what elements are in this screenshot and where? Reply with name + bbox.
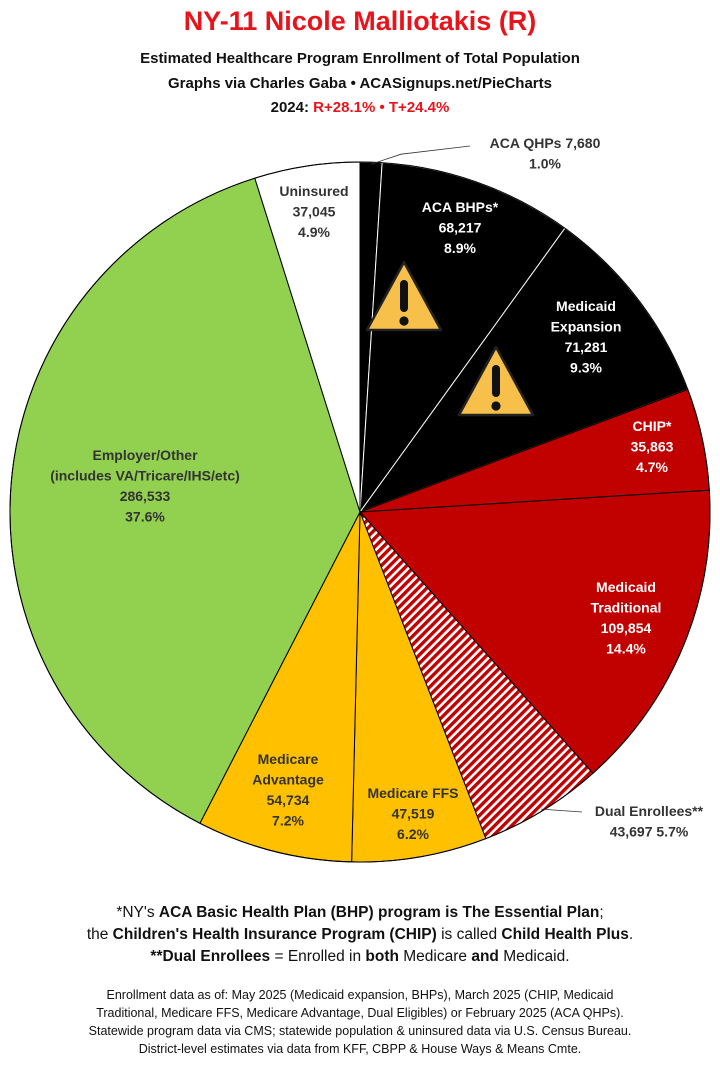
slice-label-medicare_ffs: Medicare FFS 47,519 6.2% xyxy=(367,785,458,842)
slice-label-line: 47,519 xyxy=(392,806,435,822)
leader-lines xyxy=(370,145,583,813)
warning-icon xyxy=(457,345,535,417)
chart-title: NY-11 Nicole Malliotakis (R) xyxy=(183,6,537,36)
slice-label-line: 37.6% xyxy=(125,509,165,525)
footnote-line-3: **Dual Enrollees = Enrolled in both Medi… xyxy=(150,948,570,965)
slice-label-line: Traditional xyxy=(591,600,662,616)
leader-line-dual xyxy=(541,808,583,813)
election-margins: 2024: R+28.1% • T+24.4% xyxy=(0,99,720,116)
slice-label-line: 9.3% xyxy=(570,360,602,376)
sources-line-1: Enrollment data as of: May 2025 (Medicai… xyxy=(106,988,614,1002)
sources-line-4: District-level estimates via data from K… xyxy=(138,1042,582,1056)
slice-label-line: Expansion xyxy=(551,319,622,335)
slice-labels: ACA QHPs 7,680 1.0% ACA BHPs* 68,217 8.9% Med… xyxy=(50,135,703,842)
slice-label-line: Medicare FFS xyxy=(367,785,458,801)
slice-label-line: 4.9% xyxy=(298,224,330,240)
chart-credit: Graphs via Charles Gaba • ACASignups.net… xyxy=(168,75,552,92)
pie-slices xyxy=(9,161,711,863)
slice-label-line: Advantage xyxy=(252,772,324,788)
sources-line-2: Traditional, Medicare FFS, Medicare Adva… xyxy=(96,1006,624,1020)
slice-label-medicaid_traditional: Medicaid Traditional 109,854 14.4% xyxy=(591,579,662,657)
slice-label-aca_bhp: ACA BHPs* 68,217 8.9% xyxy=(422,199,499,256)
slice-label-medicaid_expansion: Medicaid Expansion 71,281 9.3% xyxy=(551,298,622,376)
slice-label-line: Dual Enrollees** xyxy=(595,803,704,819)
slice-label-chip: CHIP* 35,863 4.7% xyxy=(631,418,674,475)
slice-label-dual: Dual Enrollees** 43,697 5.7% xyxy=(595,803,704,840)
slice-label-line: CHIP* xyxy=(633,418,672,434)
slice-label-line: 37,045 xyxy=(293,204,336,220)
pie-chart: ACA QHPs 7,680 1.0% ACA BHPs* 68,217 8.9% Med… xyxy=(9,135,711,863)
sources: Enrollment data as of: May 2025 (Medicai… xyxy=(0,986,720,1058)
slice-label-line: 35,863 xyxy=(631,439,674,455)
slice-label-line: 8.9% xyxy=(444,240,476,256)
slice-label-line: ACA BHPs* xyxy=(422,199,499,215)
footnote: *NY's ACA Basic Health Plan (BHP) progra… xyxy=(0,902,720,968)
footnote-line-2: the Children's Health Insurance Program … xyxy=(86,926,634,943)
slice-label-line: (includes VA/Tricare/IHS/etc) xyxy=(50,468,240,484)
slice-label-line: 286,533 xyxy=(120,488,171,504)
margin-r: R+28.1% xyxy=(313,99,376,116)
margin-separator: • xyxy=(375,99,389,116)
footnote-line-1: *NY's ACA Basic Health Plan (BHP) progra… xyxy=(116,904,604,921)
margin-prefix: 2024: xyxy=(270,99,314,116)
slice-label-line: Employer/Other xyxy=(92,447,198,463)
slice-label-line: 14.4% xyxy=(606,641,646,657)
slice-label-line: 7.2% xyxy=(272,813,304,829)
sources-line-3: Statewide program data via CMS; statewid… xyxy=(88,1024,632,1038)
slice-label-aca_qhp: ACA QHPs 7,680 1.0% xyxy=(490,135,601,172)
slice-label-line: 54,734 xyxy=(267,792,310,808)
slice-label-medicare_advantage: Medicare Advantage 54,734 7.2% xyxy=(252,751,324,829)
slice-label-line: 1.0% xyxy=(529,156,561,172)
chart-subtitle: Estimated Healthcare Program Enrollment … xyxy=(140,50,580,67)
slice-label-employer: Employer/Other (includes VA/Tricare/IHS/e… xyxy=(50,447,240,525)
slice-label-uninsured: Uninsured 37,045 4.9% xyxy=(279,183,348,240)
leader-line-aca-qhp xyxy=(370,145,471,165)
slice-label-line: Medicare xyxy=(258,751,319,767)
slice-label-line: Uninsured xyxy=(279,183,348,199)
pie-outline xyxy=(9,161,711,863)
slice-label-line: ACA QHPs 7,680 xyxy=(490,135,601,151)
slice-label-line: 6.2% xyxy=(397,826,429,842)
slice-label-line: 68,217 xyxy=(439,220,482,236)
slice-label-line: 43,697 5.7% xyxy=(610,824,689,840)
margin-t: T+24.4% xyxy=(388,99,450,116)
slice-label-line: Medicaid xyxy=(596,579,656,595)
warning-icon xyxy=(365,260,443,332)
warning-icons xyxy=(365,260,535,417)
slice-label-line: 71,281 xyxy=(565,339,608,355)
slice-label-line: 4.7% xyxy=(636,459,668,475)
slice-label-line: 109,854 xyxy=(601,620,652,636)
slice-label-line: Medicaid xyxy=(556,298,616,314)
